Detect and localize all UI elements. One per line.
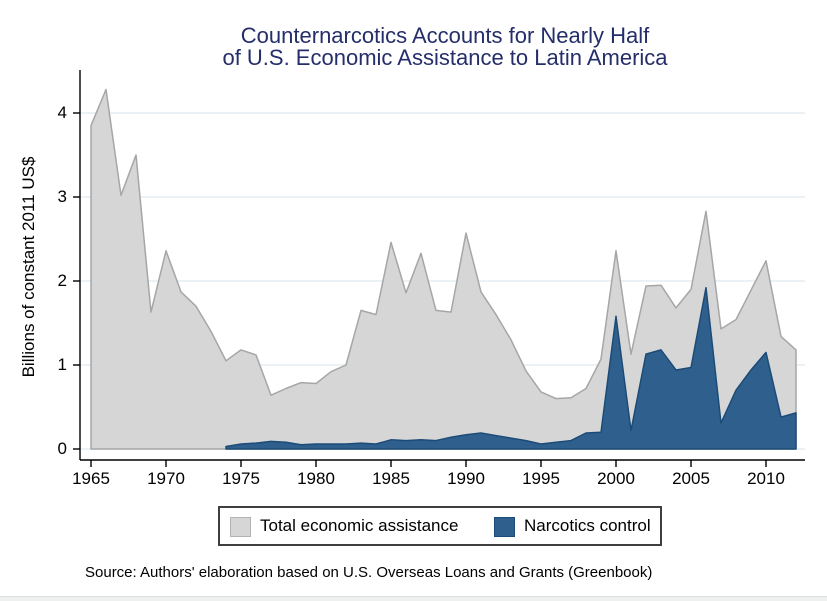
y-tick-label-4: 4 [57,103,67,122]
bottom-strip [0,596,827,601]
x-tick-label-1995: 1995 [522,469,560,488]
narcotics-control-label: Narcotics control [524,516,651,535]
total-assistance-swatch [230,517,251,537]
y-tick-label-0: 0 [57,439,67,458]
area-series-narcotics-control [225,286,797,450]
narcotics-control-swatch [494,517,515,537]
x-tick-label-1975: 1975 [222,469,260,488]
chart-title-line1: Counternarcotics Accounts for Nearly Hal… [240,23,650,48]
x-tick-label-1965: 1965 [72,469,110,488]
x-tick-label-1970: 1970 [147,469,185,488]
source-note: Source: Authors' elaboration based on U.… [85,564,653,581]
x-tick-label-1980: 1980 [297,469,335,488]
y-tick-label-3: 3 [57,187,67,206]
x-tick-label-2005: 2005 [672,469,710,488]
total-assistance-label: Total economic assistance [260,516,459,535]
y-tick-label-2: 2 [57,271,67,290]
x-tick-label-1990: 1990 [447,469,485,488]
x-tick-label-2000: 2000 [597,469,635,488]
legend: Total economic assistance Narcotics cont… [218,506,662,546]
y-tick-label-1: 1 [57,355,67,374]
x-tick-label-1985: 1985 [372,469,410,488]
chart-title-line2: of U.S. Economic Assistance to Latin Ame… [222,45,668,70]
chart-title: Counternarcotics Accounts for Nearly Hal… [45,25,827,69]
x-tick-label-2010: 2010 [747,469,785,488]
